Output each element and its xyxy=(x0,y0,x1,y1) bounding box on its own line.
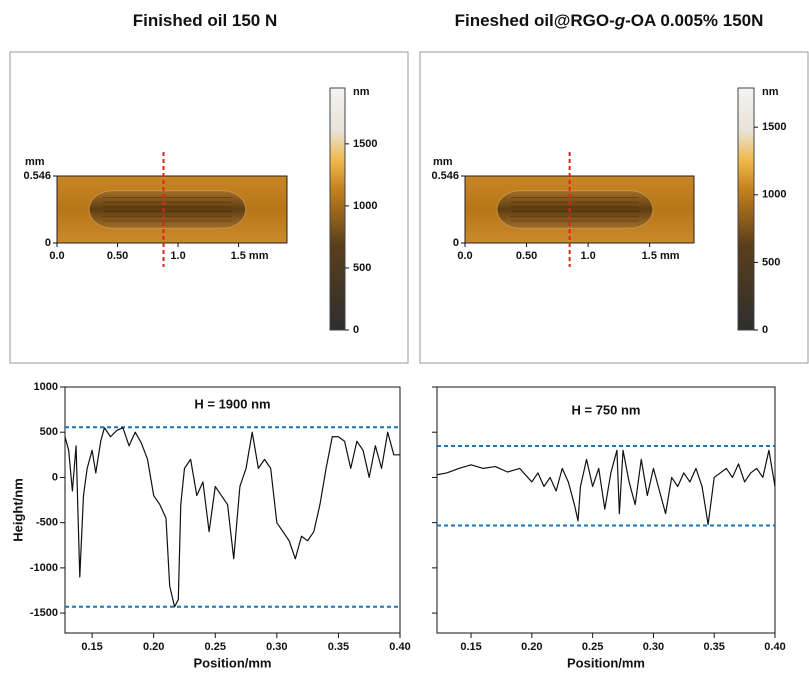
image-y-tick-label: 0.546 xyxy=(23,170,51,182)
y-tick-label: -1500 xyxy=(30,607,58,619)
panel-title: Finished oil 150 N xyxy=(133,11,278,30)
x-tick-label: 0.30 xyxy=(266,641,287,653)
image-x-tick-label: 1.5 mm xyxy=(642,250,680,262)
x-axis-title: Position/mm xyxy=(193,655,271,670)
image-frame xyxy=(419,51,809,364)
y-tick-label: -1000 xyxy=(30,562,58,574)
colorbar-unit: nm xyxy=(762,86,779,98)
x-tick-label: 0.40 xyxy=(389,641,410,653)
annotation: H = 1900 nm xyxy=(194,396,270,411)
colorbar-tick-label: 0 xyxy=(353,324,359,336)
x-tick-label: 0.20 xyxy=(143,641,164,653)
colorbar-tick-label: 1000 xyxy=(762,189,786,201)
x-tick-label: 0.15 xyxy=(81,641,102,653)
colorbar xyxy=(329,87,346,331)
title-run: g xyxy=(614,11,626,30)
x-tick-label: 0.35 xyxy=(328,641,349,653)
image-frame xyxy=(9,51,409,364)
colorbar-tick-label: 1500 xyxy=(762,121,786,133)
image-y-tick-label: 0.546 xyxy=(431,170,459,182)
image-x-tick-label: 0.50 xyxy=(107,250,128,262)
image-x-tick-label: 0.50 xyxy=(516,250,537,262)
profile-line xyxy=(436,449,776,526)
colorbar-tick-label: 500 xyxy=(762,256,780,268)
x-tick-label: 0.15 xyxy=(460,641,481,653)
colorbar-tick-label: 1000 xyxy=(353,200,377,212)
colorbar-tick-label: 500 xyxy=(353,262,371,274)
image-x-tick-label: 0.0 xyxy=(457,250,472,262)
title-run: -OA 0.005% 150N xyxy=(625,11,763,30)
x-tick-label: 0.25 xyxy=(582,641,603,653)
image-y-unit: mm xyxy=(25,156,45,168)
x-tick-label: 0.20 xyxy=(521,641,542,653)
x-tick-label: 0.25 xyxy=(205,641,226,653)
x-tick-label: 0.30 xyxy=(643,641,664,653)
plot-frame xyxy=(436,386,776,634)
y-tick-label: 500 xyxy=(40,426,58,438)
title-run: Fineshed oil@RGO- xyxy=(455,11,615,30)
image-y-tick-label: 0 xyxy=(45,237,51,249)
image-x-tick-label: 1.0 xyxy=(170,250,185,262)
y-tick-label: 0 xyxy=(52,471,58,483)
title-run: Finished oil 150 N xyxy=(133,11,278,30)
image-x-tick-label: 1.5 mm xyxy=(231,250,269,262)
image-x-tick-label: 1.0 xyxy=(580,250,595,262)
image-x-tick-label: 0.0 xyxy=(49,250,64,262)
image-y-tick-label: 0 xyxy=(453,237,459,249)
colorbar-unit: nm xyxy=(353,86,370,98)
x-tick-label: 0.35 xyxy=(703,641,724,653)
profile-line xyxy=(64,427,400,608)
colorbar-tick-label: 0 xyxy=(762,324,768,336)
image-y-unit: mm xyxy=(433,156,453,168)
panel-title: Fineshed oil@RGO-g-OA 0.005% 150N xyxy=(455,11,764,30)
annotation: H = 750 nm xyxy=(571,402,640,417)
y-axis-title: Height/nm xyxy=(10,478,25,542)
colorbar-tick-label: 1500 xyxy=(353,138,377,150)
x-axis-title: Position/mm xyxy=(567,655,645,670)
y-tick-label: -500 xyxy=(36,517,58,529)
colorbar xyxy=(737,87,755,331)
y-tick-label: 1000 xyxy=(34,381,58,393)
plot-frame xyxy=(64,386,401,634)
wear-track xyxy=(496,190,654,229)
x-tick-label: 0.40 xyxy=(764,641,785,653)
wear-track xyxy=(88,190,247,229)
